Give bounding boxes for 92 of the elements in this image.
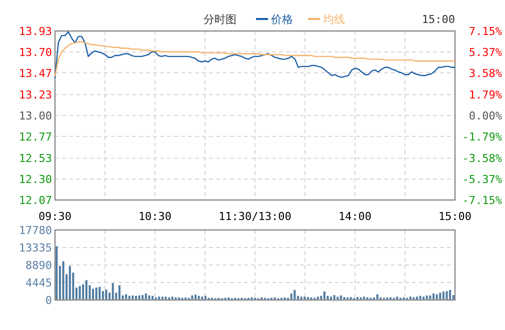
- bar: [105, 290, 108, 300]
- bar: [128, 296, 130, 300]
- bar: [330, 296, 332, 300]
- y-tick-label: 12.07: [18, 194, 52, 207]
- y-tick-label: 17780: [18, 224, 52, 237]
- bar: [148, 295, 150, 300]
- bar: [138, 295, 140, 300]
- bar: [161, 296, 164, 300]
- chart-title: 分时图: [204, 13, 236, 26]
- y-tick-label: 13335: [18, 242, 52, 254]
- x-tick-label: 09:30: [38, 210, 72, 223]
- x-tick-label: 10:30: [138, 210, 172, 223]
- bar: [432, 293, 435, 300]
- line-series: [54, 41, 456, 78]
- y-tick-label: 0: [45, 294, 52, 307]
- bar: [142, 295, 144, 300]
- y-tick-label: 13.23: [18, 88, 52, 102]
- bar: [92, 288, 94, 300]
- bar: [78, 286, 81, 300]
- bar: [363, 296, 366, 300]
- bar: [316, 296, 319, 300]
- bar: [333, 295, 336, 300]
- bar: [118, 285, 120, 300]
- bar: [164, 296, 167, 300]
- bar: [320, 296, 322, 300]
- y2-tick-label: 0.00%: [468, 110, 502, 122]
- bar: [396, 296, 398, 300]
- bar: [304, 296, 306, 300]
- bar: [300, 296, 302, 300]
- bar: [158, 296, 160, 300]
- bar: [82, 284, 84, 300]
- bar: [340, 295, 342, 300]
- y2-tick-label: -5.37%: [462, 172, 502, 186]
- line-series: [54, 31, 456, 79]
- bar: [429, 295, 432, 300]
- bar: [419, 296, 422, 300]
- bar: [125, 294, 128, 300]
- y-tick-label: 12.30: [18, 173, 52, 186]
- y-tick-label: 13.00: [18, 110, 52, 122]
- bar: [442, 292, 444, 300]
- y2-tick-label: -3.58%: [462, 152, 502, 165]
- bar: [194, 294, 196, 300]
- bar: [95, 288, 98, 300]
- bar: [416, 296, 418, 300]
- y2-tick-label: 1.79%: [468, 88, 502, 102]
- bar: [56, 246, 58, 300]
- y-tick-label: 8890: [26, 259, 52, 272]
- y-tick-label: 4445: [26, 276, 52, 290]
- x-tick-label: 14:00: [338, 210, 372, 223]
- y-tick-label: 13.70: [18, 46, 52, 59]
- x-tick-label: 15:00: [438, 210, 472, 223]
- bar: [449, 290, 452, 300]
- legend-label: 价格: [270, 13, 293, 26]
- y2-tick-label: 3.58%: [468, 67, 502, 80]
- y2-tick-label: -7.15%: [462, 194, 502, 207]
- bar: [85, 280, 88, 300]
- bar: [171, 296, 174, 300]
- bar: [132, 295, 134, 300]
- bar: [422, 296, 425, 300]
- bar: [204, 296, 206, 300]
- bar: [336, 296, 339, 300]
- bar: [426, 295, 428, 300]
- bar: [62, 261, 64, 300]
- bar: [144, 293, 147, 300]
- y-tick-label: 12.77: [18, 130, 52, 144]
- bar: [201, 296, 204, 300]
- bar: [112, 283, 114, 300]
- bar: [376, 294, 378, 300]
- bar: [98, 286, 101, 300]
- y-tick-label: 13.93: [18, 25, 52, 38]
- bar: [134, 296, 137, 300]
- text: 15:00: [422, 13, 455, 26]
- bar: [294, 290, 296, 300]
- y-tick-label: 12.53: [18, 152, 52, 166]
- y-tick-label: 13.47: [18, 66, 52, 80]
- bar: [323, 292, 326, 300]
- bar: [198, 296, 200, 300]
- y2-tick-label: 7.15%: [468, 25, 502, 38]
- bar: [68, 266, 71, 300]
- x-tick-label: 11:30/13:00: [218, 210, 292, 223]
- y2-tick-label: -1.79%: [462, 130, 502, 144]
- bar: [191, 295, 194, 300]
- bar: [152, 296, 154, 300]
- bar: [436, 294, 438, 300]
- y2-tick-label: 5.37%: [468, 46, 502, 60]
- legend-label: 均线: [322, 13, 345, 26]
- bar: [439, 292, 442, 300]
- bar: [326, 296, 329, 300]
- bar: [409, 296, 412, 300]
- bar: [446, 291, 448, 300]
- bar: [290, 293, 292, 300]
- bar: [102, 291, 104, 300]
